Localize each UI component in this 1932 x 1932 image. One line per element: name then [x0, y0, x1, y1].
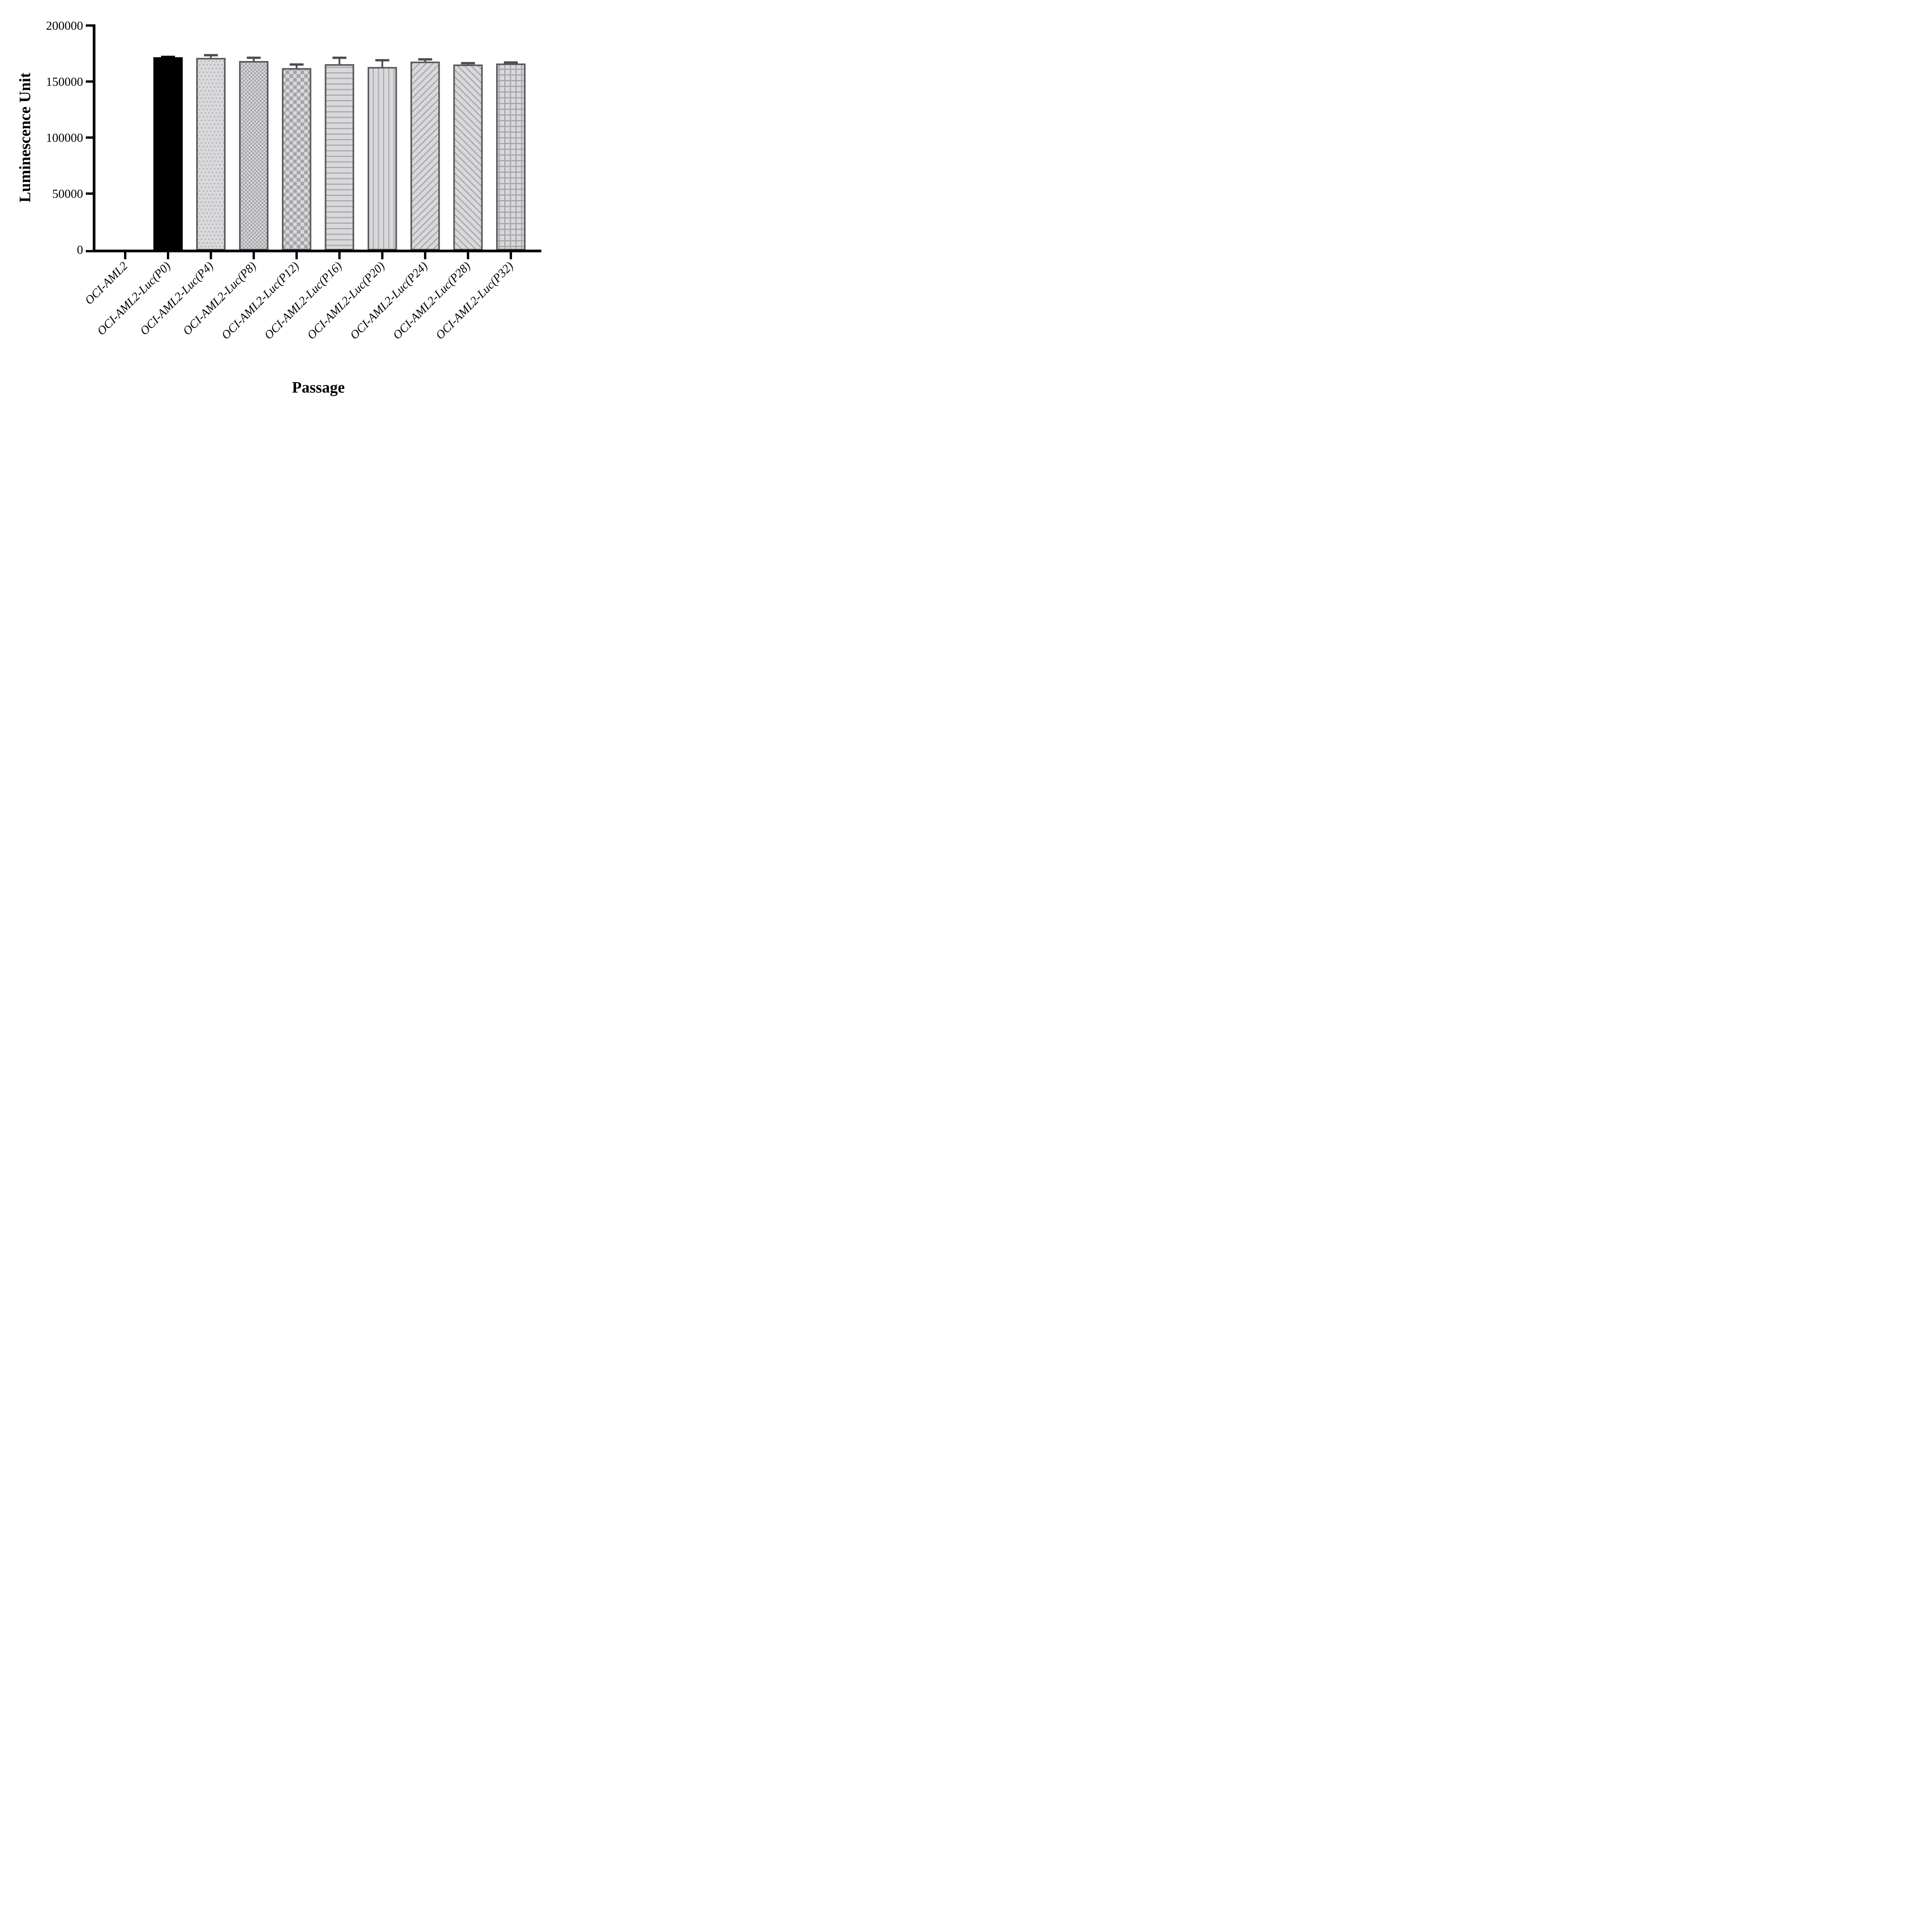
bar	[410, 61, 440, 250]
bar	[282, 68, 311, 250]
error-bar-cap	[504, 61, 518, 64]
x-category-label: OCI-AML2-Luc(P32)	[433, 259, 516, 342]
y-axis-title: Luminescence Unit	[16, 73, 34, 202]
y-tick-label: 200000	[46, 19, 83, 32]
error-bar-cap	[247, 56, 261, 59]
error-bar-stem	[338, 58, 340, 68]
y-tick-label: 0	[77, 243, 83, 257]
y-tick	[86, 250, 93, 252]
x-category-label: OCI-AML2-Luc(P8)	[180, 259, 259, 338]
x-axis-title: Passage	[292, 378, 345, 396]
y-tick	[86, 192, 93, 195]
y-tick	[86, 80, 93, 83]
chart-svg: 050000100000150000200000OCI-AML2OCI-AML2…	[46, 19, 541, 342]
x-tick	[467, 252, 469, 259]
error-bar-cap	[375, 59, 389, 61]
x-category-label: OCI-AML2-Luc(P12)	[219, 259, 302, 342]
x-tick	[510, 252, 512, 259]
error-bar-cap	[461, 62, 475, 65]
y-tick	[86, 24, 93, 27]
x-tick	[252, 252, 255, 259]
x-axis-line	[93, 250, 541, 252]
y-axis-line	[93, 24, 95, 252]
x-tick	[381, 252, 384, 259]
x-tick	[295, 252, 298, 259]
error-bar-cap	[289, 63, 304, 66]
chart-figure: 0 50000 100000 150000 200000 OCI-AML2 OCI-AML2…	[0, 0, 569, 404]
x-category-label: OCI-AML2-Luc(P20)	[304, 259, 388, 342]
error-bar-stem	[253, 58, 255, 64]
bar	[367, 67, 397, 251]
x-tick	[124, 252, 126, 259]
x-category-label: OCI-AML2-Luc(P16)	[262, 259, 345, 342]
x-tick	[209, 252, 212, 259]
x-tick	[424, 252, 427, 259]
error-bar-stem	[296, 64, 298, 71]
x-tick	[167, 252, 169, 259]
bar	[453, 64, 483, 250]
y-tick-label: 100000	[46, 131, 83, 145]
y-tick-label: 150000	[46, 75, 83, 88]
error-bar-cap	[161, 56, 175, 58]
x-category-label: OCI-AML2-Luc(P0)	[94, 259, 173, 338]
error-bar-cap	[418, 58, 432, 61]
y-tick	[86, 136, 93, 139]
bar	[239, 61, 269, 251]
error-bar-cap	[204, 54, 218, 56]
error-bar-cap	[332, 56, 347, 59]
x-category-label: OCI-AML2-Luc(P4)	[137, 259, 216, 338]
bar	[496, 63, 526, 250]
bar	[325, 64, 354, 251]
bar	[196, 58, 226, 250]
error-bar-stem	[381, 60, 383, 70]
y-tick-label: 50000	[52, 187, 83, 201]
x-category-label: OCI-AML2-Luc(P24)	[347, 259, 430, 342]
x-category-label: OCI-AML2-Luc(P28)	[390, 259, 473, 342]
bar	[153, 57, 183, 250]
x-tick	[338, 252, 341, 259]
